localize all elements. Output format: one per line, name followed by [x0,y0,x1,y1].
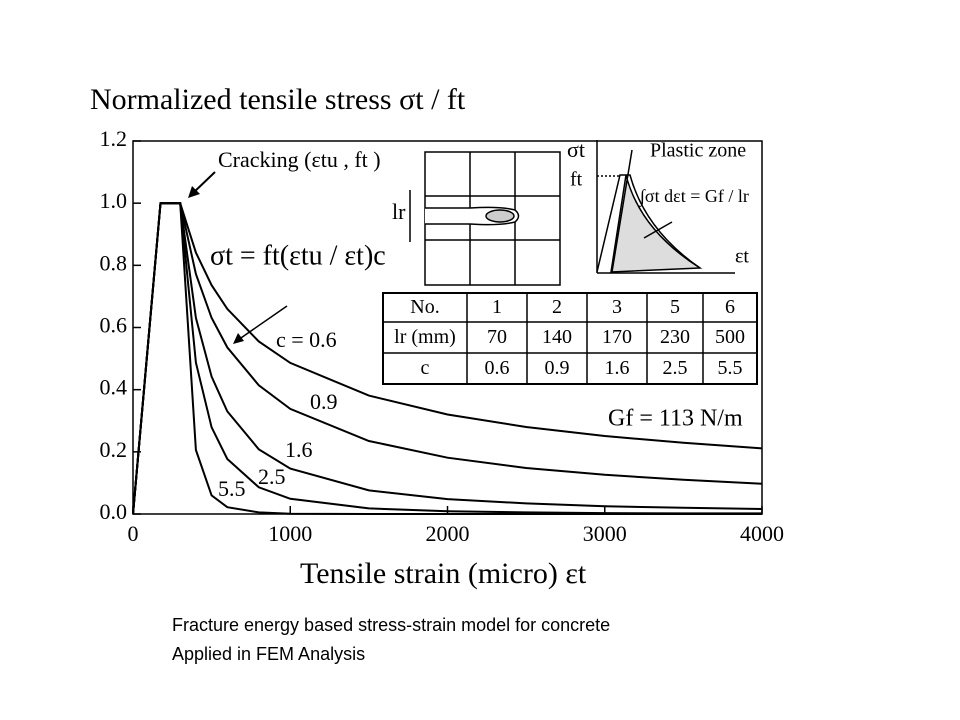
table-cell: 140 [542,326,572,348]
series-label: 5.5 [218,476,246,501]
crack-diagram [409,151,561,286]
arrow-head [188,186,200,198]
table-cell: 5 [670,296,680,318]
table-cell: 2.5 [663,357,688,379]
table-cell: 3 [612,296,622,318]
table-cell: c [421,357,430,379]
y-tick-label: 0.6 [100,313,128,338]
x-tick-label: 0 [128,521,139,546]
series-label: 1.6 [285,437,313,462]
cracking-label: Cracking (εtu , ft ) [218,147,381,172]
inset-plastic-zone: Plastic zone [650,140,746,162]
table-cell: 0.9 [545,357,570,379]
table-cell: 70 [487,326,507,348]
caption: Applied in FEM Analysis [172,644,365,664]
series-label: 0.9 [310,389,338,414]
arrow [643,221,673,239]
inset-integral: ∫σt dεt = Gf / lr [639,186,749,207]
inset-ft: ft [570,169,583,191]
y-tick-label: 1.2 [100,126,128,151]
inset-lr: lr [392,199,406,224]
x-tick-label: 3000 [583,521,627,546]
table-cell: 230 [660,326,690,348]
table-cell: 1 [492,296,502,318]
table-frame [382,292,758,385]
series-line [132,202,762,515]
table-cell: No. [410,296,439,318]
chart-title: Normalized tensile stress σt / ft [90,83,466,116]
table-cell: 1.6 [605,357,630,379]
series-label: c = 0.6 [276,327,337,352]
formula: σt = ft(εtu / εt)c [210,240,386,271]
y-tick-label: 1.0 [100,188,128,213]
table-cell: 170 [602,326,632,348]
plastic-diagram [596,140,735,274]
table-cell: 5.5 [718,357,743,379]
series-label: 2.5 [258,464,286,489]
plastic-curve [596,174,701,273]
y-tick-label: 0.0 [100,499,128,524]
unload-line [611,149,633,273]
y-tick-label: 0.2 [100,437,128,462]
table-cell: 0.6 [485,357,510,379]
arrow [237,305,288,341]
table-cell: 6 [725,296,735,318]
caption: Fracture energy based stress-strain mode… [172,615,610,635]
x-axis-label: Tensile strain (micro) εt [300,557,587,590]
table-cell: 500 [715,326,745,348]
x-tick-label: 2000 [426,521,470,546]
y-tick-label: 0.4 [100,375,128,400]
x-tick-label: 4000 [740,521,784,546]
table-cell: 2 [552,296,562,318]
table-cell: lr (mm) [394,326,456,348]
x-tick-label: 1000 [268,521,312,546]
process-zone [485,209,515,223]
y-tick-label: 0.8 [100,250,128,275]
gf-label: Gf = 113 N/m [608,406,743,432]
inset-sigma: σt [567,137,585,162]
inset-eps: εt [735,246,749,268]
arrow-head [233,333,244,344]
